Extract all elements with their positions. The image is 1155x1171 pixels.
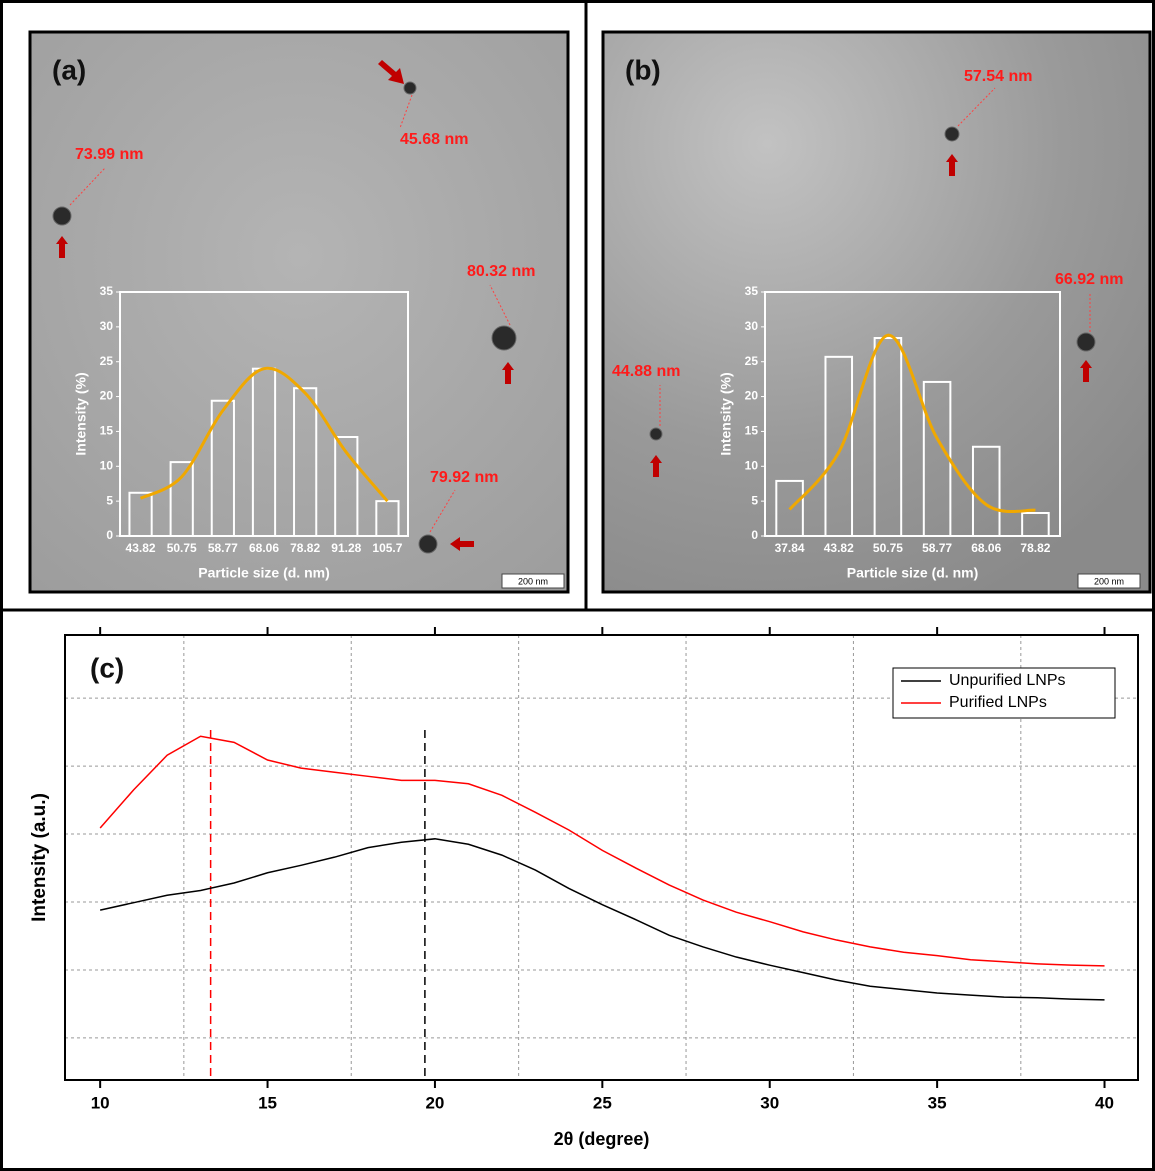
y-tick-label: 5	[751, 493, 758, 507]
tem-image	[28, 30, 570, 594]
y-tick-label: 10	[745, 458, 759, 472]
bar	[128, 491, 153, 537]
y-tick-label: 30	[100, 319, 114, 333]
y-tick-label: 0	[106, 528, 113, 542]
y-tick-label: 20	[100, 389, 114, 403]
x-axis-label: 2θ (degree)	[554, 1129, 650, 1149]
x-tick-label: 105.7	[372, 541, 402, 555]
x-axis-label: Particle size (d. nm)	[847, 565, 978, 581]
x-tick-label: 91.28	[331, 541, 361, 555]
bar	[169, 461, 194, 537]
y-tick-label: 35	[745, 284, 759, 298]
scale-bar: 200 nm	[518, 576, 548, 586]
annotation: 73.99 nm	[75, 146, 143, 163]
x-axis-label: Particle size (d. nm)	[198, 565, 329, 581]
pointer	[399, 94, 413, 129]
annotation: 57.54 nm	[964, 68, 1032, 85]
scale-bar: 200 nm	[1094, 576, 1124, 586]
x-tick-label: 35	[928, 1093, 947, 1112]
x-tick-label: 43.82	[126, 541, 156, 555]
x-tick-label: 50.75	[873, 541, 903, 555]
x-tick-label: 58.77	[208, 541, 238, 555]
y-tick-label: 25	[100, 354, 114, 368]
plot-frame	[764, 291, 1061, 537]
annotation: 80.32 nm	[467, 263, 535, 280]
x-tick-label: 30	[760, 1093, 779, 1112]
legend-box	[892, 667, 1116, 719]
line	[99, 735, 1105, 967]
legend-label: Unpurified LNPs	[949, 672, 1066, 689]
x-tick-label: 43.82	[824, 541, 854, 555]
x-tick-label: 68.06	[971, 541, 1001, 555]
y-tick-label: 30	[745, 319, 759, 333]
bar	[293, 387, 318, 537]
arrow	[56, 236, 68, 258]
panel-label: (b)	[625, 54, 661, 85]
particle	[491, 325, 517, 351]
legend-label: Purified LNPs	[949, 694, 1047, 711]
pointer	[69, 167, 106, 206]
y-axis-label: Intensity (a.u.)	[29, 793, 50, 922]
y-tick-label: 5	[106, 493, 113, 507]
bar	[775, 479, 804, 538]
arrow	[502, 362, 514, 384]
bar	[375, 500, 400, 537]
annotation: 79.92 nm	[430, 469, 498, 486]
y-axis-label: Intensity (%)	[73, 372, 89, 455]
x-tick-label: 68.06	[249, 541, 279, 555]
particle	[944, 126, 960, 142]
pointer	[489, 284, 511, 326]
bar	[1021, 511, 1050, 537]
x-tick-label: 37.84	[775, 541, 805, 555]
particle	[52, 206, 72, 226]
y-tick-label: 0	[751, 528, 758, 542]
y-axis-label: Intensity (%)	[718, 372, 734, 455]
arrow	[946, 154, 958, 176]
scale-bar-box	[501, 573, 565, 589]
annotation: 45.68 nm	[400, 131, 468, 148]
fit-curve	[788, 333, 1036, 514]
y-tick-label: 10	[100, 458, 114, 472]
y-tick-label: 15	[745, 424, 759, 438]
x-tick-label: 40	[1095, 1093, 1114, 1112]
bar	[334, 436, 359, 537]
arrow	[450, 537, 474, 551]
y-tick-label: 15	[100, 424, 114, 438]
particle	[418, 534, 438, 554]
x-tick-label: 78.82	[290, 541, 320, 555]
particle	[403, 81, 417, 95]
particle	[649, 427, 663, 441]
y-tick-label: 25	[745, 354, 759, 368]
tem-image	[601, 30, 1152, 594]
x-tick-label: 50.75	[167, 541, 197, 555]
panel-label: (a)	[52, 54, 86, 85]
pointer	[957, 87, 996, 127]
panel-label: (c)	[90, 652, 124, 683]
plots: (a) 73.99 nm 45.68 nm 80.32 nm 79.92 nm 200 n…	[29, 54, 1141, 1149]
x-tick-label: 58.77	[922, 541, 952, 555]
x-tick-label: 25	[593, 1093, 612, 1112]
x-tick-label: 15	[258, 1093, 277, 1112]
scale-bar-box	[1077, 573, 1141, 589]
fit-curve	[139, 366, 389, 503]
annotation: 44.88 nm	[612, 363, 680, 380]
x-tick-label: 20	[425, 1093, 444, 1112]
pointer	[429, 489, 456, 533]
x-tick-label: 10	[91, 1093, 110, 1112]
arrow	[378, 60, 404, 84]
bar	[873, 337, 903, 537]
y-tick-label: 20	[745, 389, 759, 403]
arrow	[1080, 360, 1092, 382]
x-tick-label: 78.82	[1020, 541, 1050, 555]
annotation: 66.92 nm	[1055, 271, 1123, 288]
bar	[824, 355, 854, 537]
arrow	[650, 455, 662, 477]
particle	[1076, 332, 1096, 352]
bar	[210, 399, 235, 537]
line	[99, 838, 1105, 1001]
y-tick-label: 35	[100, 284, 114, 298]
